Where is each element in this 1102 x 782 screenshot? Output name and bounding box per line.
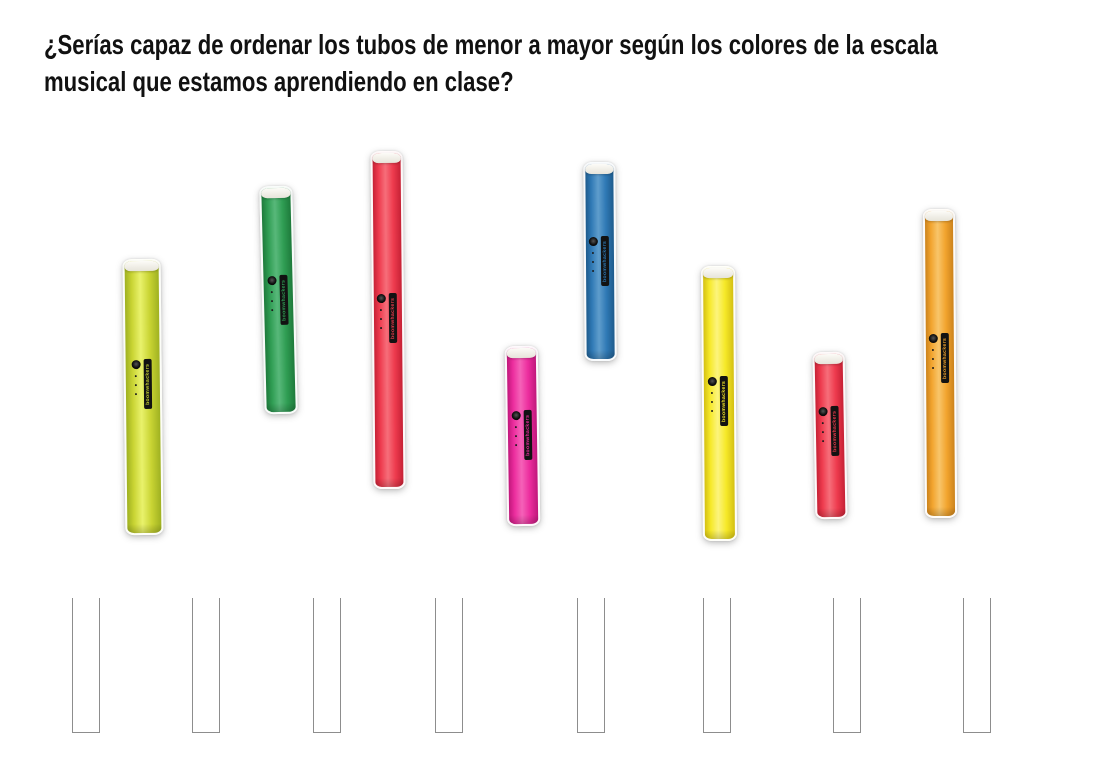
question-line-1: ¿Serías capaz de ordenar los tubos de me… [44,29,938,60]
brand-logo-icon [928,334,938,344]
brand-dots-icon [931,349,935,370]
drop-slot-8[interactable] [963,598,991,733]
brand-text-bar: boomwhackers [523,409,532,460]
tube-lime[interactable]: boomwhackers [122,258,164,536]
boomwhackers-label-icon: boomwhackers [508,409,538,463]
brand-text-bar: boomwhackers [940,332,950,383]
brand-text-bar: boomwhackers [719,376,729,427]
brand-dots-icon [710,392,714,413]
brand-text-bar: boomwhackers [278,275,289,326]
brand-logo-icon [707,377,717,387]
tube-bottom-shade [266,402,296,413]
drop-slot-2[interactable] [192,598,220,733]
tube-red-short[interactable]: boomwhackers [812,351,848,520]
boomwhackers-label-icon: boomwhackers [815,406,844,460]
tube-bottom-shade [927,506,956,517]
brand-logo-icon [266,276,277,286]
tube-bottom-shade [586,349,615,360]
boomwhackers-label-icon: boomwhackers [926,332,954,387]
tube-open-end [703,267,734,279]
brand-logo-icon [131,359,141,370]
tube-bottom-shade [704,529,735,540]
tube-open-end [814,353,843,365]
brand-dots-icon [379,309,383,330]
brand-dots-icon [591,252,595,273]
tube-orange[interactable]: boomwhackers [922,208,958,519]
brand-dots-icon [514,425,517,446]
boomwhackers-label-icon: boomwhackers [374,293,402,347]
brand-logo-icon [511,410,521,420]
tube-bottom-shade [127,523,162,534]
tube-blue[interactable]: boomwhackers [583,161,617,362]
tube-open-end [506,347,536,359]
tube-red-long[interactable]: boomwhackers [370,150,406,490]
brand-text-bar: boomwhackers [143,358,153,409]
drop-slot-7[interactable] [833,598,861,733]
drop-slot-4[interactable] [435,598,463,733]
brand-logo-icon [376,294,386,304]
tube-bottom-shade [509,514,539,525]
drop-slot-6[interactable] [703,598,731,733]
brand-logo-icon [588,237,598,247]
tube-bottom-shade [817,507,846,518]
brand-text-bar: boomwhackers [830,406,840,457]
tube-yellow[interactable]: boomwhackers [701,265,737,542]
drop-slot-3[interactable] [313,598,341,733]
boomwhackers-label-icon: boomwhackers [263,275,293,330]
tube-open-end [585,163,614,175]
tube-green[interactable]: boomwhackers [259,185,298,415]
tube-open-end [372,152,401,164]
tube-pink[interactable]: boomwhackers [504,345,541,527]
tube-open-end [924,210,954,222]
drop-slot-5[interactable] [577,598,605,733]
brand-logo-icon [818,407,828,417]
tube-open-end [124,260,159,272]
boomwhackers-label-icon: boomwhackers [704,376,734,430]
question: ¿Serías capaz de ordenar los tubos de me… [44,26,938,100]
tube-open-end [261,187,291,199]
drop-slot-1[interactable] [72,598,100,733]
boomwhackers-label-icon: boomwhackers [126,358,161,413]
question-line-2: musical que estamos aprendiendo en clase… [44,66,514,97]
brand-dots-icon [134,374,137,395]
boomwhackers-label-icon: boomwhackers [586,236,614,290]
brand-text-bar: boomwhackers [600,236,610,287]
brand-dots-icon [821,422,825,443]
brand-dots-icon [270,291,273,312]
brand-text-bar: boomwhackers [388,293,398,344]
tube-bottom-shade [375,477,404,488]
